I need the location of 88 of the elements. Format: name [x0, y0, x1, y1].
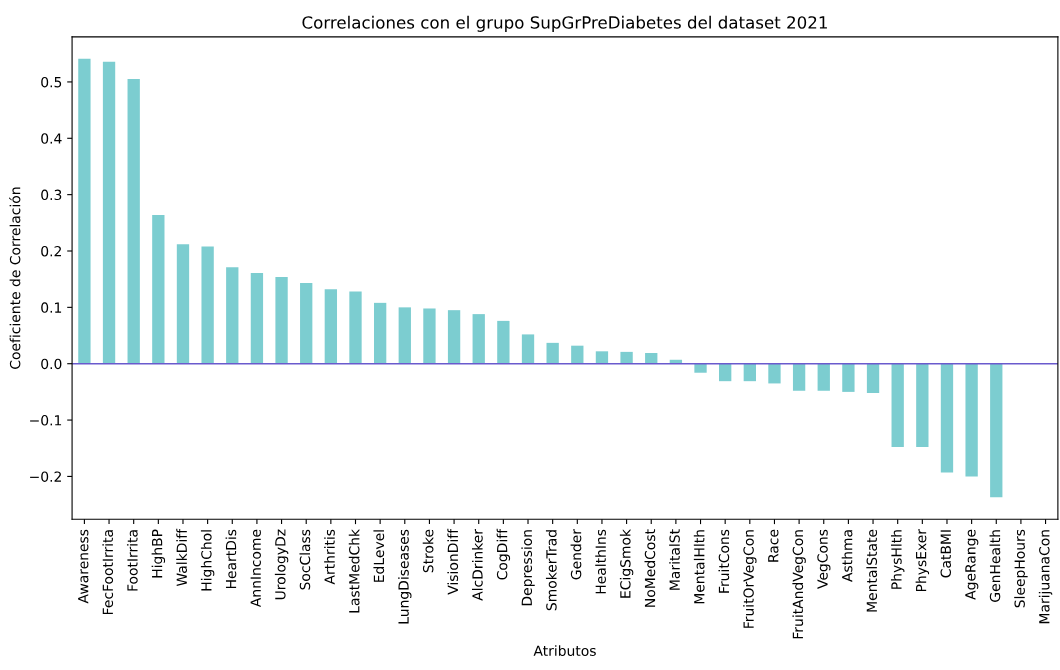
x-tick-label: VisionDiff	[447, 528, 459, 595]
y-tick-label: −0.1	[30, 415, 62, 426]
x-tick-label: Depression	[521, 530, 535, 606]
x-tick-label: CogDiff	[496, 528, 511, 580]
y-tick-label: 0.2	[41, 245, 61, 257]
x-tick-label: LungDiseases	[398, 529, 412, 624]
x-tick-label: Arthritis	[324, 529, 335, 585]
bar	[226, 267, 239, 364]
x-tick-label: MarijuanaCon	[1038, 530, 1053, 624]
chart-title: Correlaciones con el grupo SupGrPreDiabetes del dataset 2021	[302, 15, 827, 32]
bar	[743, 363, 756, 382]
x-tick-label: AgeRange	[965, 529, 979, 600]
x-tick-label: NoMedCost	[644, 529, 656, 607]
x-tick-label: HealthIns	[595, 529, 606, 594]
bar	[78, 58, 91, 364]
bar	[373, 302, 387, 364]
bar	[250, 272, 264, 364]
bar	[152, 214, 165, 364]
bar	[768, 363, 781, 384]
x-tick-label: FruitOrVegCon	[743, 530, 757, 628]
x-tick-label: Race	[768, 529, 779, 562]
y-axis-title: Coeficiente de Correlación	[9, 187, 21, 369]
x-tick-label: SocClass	[299, 529, 311, 590]
x-tick-label: FecFootIrrita	[102, 530, 114, 615]
bar	[423, 308, 436, 364]
y-tick-label: 0.1	[41, 302, 62, 313]
bar	[447, 310, 461, 364]
bar	[891, 363, 904, 448]
bar	[595, 351, 609, 364]
bar	[398, 307, 411, 364]
x-tick-label: FootIrrita	[126, 530, 138, 591]
bar	[792, 363, 806, 391]
bar	[300, 283, 313, 364]
x-tick-label: VegCons	[817, 529, 831, 589]
bar	[817, 363, 830, 391]
x-tick-label: MentalState	[866, 529, 878, 612]
x-tick-label: MaritalSt	[669, 529, 680, 590]
bar	[940, 363, 954, 473]
y-tick-label: 0.3	[41, 189, 62, 201]
bar	[349, 291, 362, 364]
bar	[201, 246, 214, 364]
bar	[324, 289, 338, 364]
bar	[521, 334, 535, 364]
x-tick-label: ECigSmok	[619, 529, 634, 598]
x-tick-label: HighBP	[151, 529, 166, 578]
x-tick-label: LastMedChk	[348, 529, 360, 613]
y-tick-label: −0.2	[30, 471, 61, 482]
x-tick-label: AlcDrinker	[472, 528, 483, 601]
x-tick-label: SleepHours	[1014, 529, 1028, 608]
x-tick-label: WalkDiff	[176, 528, 188, 587]
bar	[497, 320, 510, 364]
bar	[842, 363, 855, 392]
x-tick-label: PhysExer	[915, 528, 930, 592]
x-tick-label: HeartDis	[225, 529, 237, 589]
x-tick-label: AnnIncome	[250, 529, 261, 608]
x-tick-label: MentalHlth	[693, 530, 705, 604]
x-tick-label: FruitCons	[718, 529, 730, 593]
y-tick-label: 0.5	[41, 76, 62, 88]
x-tick-label: EdLevel	[373, 530, 385, 582]
x-tick-label: Awareness	[78, 529, 89, 604]
bar	[620, 351, 633, 364]
x-tick-label: GenHealth	[989, 530, 1001, 602]
bar	[990, 363, 1003, 498]
bar	[866, 363, 880, 394]
bar	[694, 363, 707, 373]
bar	[916, 363, 929, 448]
x-tick-label: Stroke	[422, 529, 434, 573]
bar	[102, 61, 116, 364]
bar	[472, 314, 485, 364]
x-tick-label: Asthma	[841, 530, 853, 582]
bar	[719, 363, 732, 382]
x-tick-label: UrologyDz	[274, 529, 289, 600]
x-tick-label: Gender	[570, 528, 582, 580]
x-axis-title: Atributos	[533, 645, 596, 656]
y-tick-label: 0.4	[41, 133, 62, 144]
bar	[965, 363, 978, 477]
y-tick-label: 0.0	[41, 358, 62, 370]
bar	[645, 353, 658, 364]
x-tick-label: SmokerTrad	[545, 530, 557, 611]
x-tick-label: CatBMI	[940, 530, 952, 578]
x-tick-label: HighChol	[200, 530, 215, 591]
bar	[127, 79, 140, 364]
x-tick-label: PhysHlth	[890, 530, 905, 589]
bar	[275, 276, 288, 364]
x-tick-label: FruitAndVegCon	[792, 530, 806, 639]
bar	[546, 342, 559, 364]
bar	[176, 244, 190, 364]
bar	[571, 345, 584, 364]
